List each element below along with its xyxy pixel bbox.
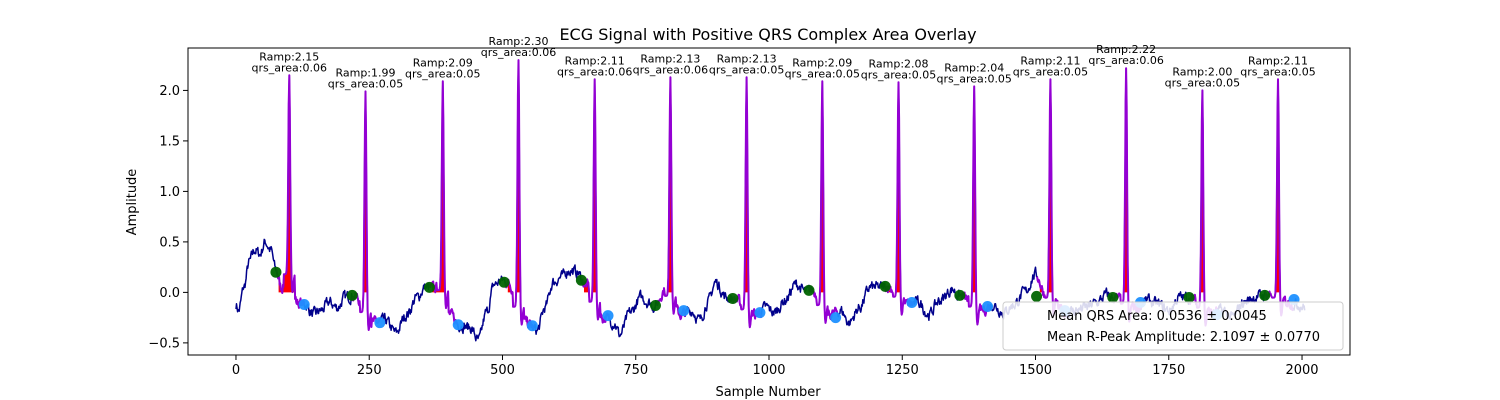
qrs-offset-marker: [602, 310, 614, 322]
x-tick-label: 0: [232, 363, 240, 378]
chart-title: ECG Signal with Positive QRS Complex Are…: [559, 25, 976, 44]
qrs-offset-marker: [298, 299, 310, 311]
x-tick-label: 2000: [1285, 363, 1318, 378]
qrs-onset-marker: [1031, 290, 1043, 302]
qrs-area-label: qrs_area:0.06: [633, 63, 708, 76]
qrs-onset-marker: [1107, 291, 1119, 303]
legend-entry-qrs-area: Mean QRS Area: 0.0536 ± 0.0045: [1047, 309, 1267, 324]
x-tick-label: 1500: [1019, 363, 1052, 378]
qrs-area-label: qrs_area:0.05: [1240, 65, 1315, 78]
r-peak-amplitude-label: Ramp:2.22: [1096, 43, 1156, 56]
x-tick-label: 1000: [752, 363, 785, 378]
qrs-offset-marker: [374, 317, 386, 329]
qrs-offset-marker: [906, 296, 918, 308]
qrs-onset-marker: [649, 300, 661, 312]
qrs-onset-marker: [270, 266, 282, 278]
qrs-segment-line: [960, 85, 991, 326]
legend-box: [1002, 301, 1344, 351]
qrs-offset-marker: [678, 305, 690, 317]
qrs-segment-line: [1263, 78, 1294, 317]
r-peak-amplitude-label: Ramp:2.13: [640, 52, 700, 65]
r-peak-amplitude-label: Ramp:2.11: [1020, 54, 1080, 67]
qrs-area-label: qrs_area:0.05: [328, 77, 403, 90]
qrs-offset-marker: [830, 312, 842, 324]
qrs-offset-marker: [982, 301, 994, 313]
qrs-area-fills: [278, 60, 1285, 293]
qrs-area-label: qrs_area:0.05: [1165, 76, 1240, 89]
x-tick-label: 250: [357, 363, 382, 378]
r-peak-amplitude-label: Ramp:2.30: [488, 35, 548, 48]
y-tick-label: 2.0: [159, 84, 180, 99]
y-tick-label: 1.5: [159, 134, 180, 149]
r-peak-amplitude-label: Ramp:2.08: [869, 57, 929, 70]
qrs-onset-marker: [498, 276, 510, 288]
r-peak-amplitude-label: Ramp:2.11: [565, 54, 625, 67]
qrs-area-label: qrs_area:0.06: [481, 46, 556, 59]
r-peak-amplitude-label: Ramp:2.13: [717, 52, 777, 65]
x-axis-ticks: 0 250 500 750 1000 1250 1500 1750 2000: [232, 355, 1319, 378]
legend-entry-r-peak: Mean R-Peak Amplitude: 2.1097 ± 0.0770: [1047, 330, 1320, 345]
r-peak-amplitude-label: Ramp:2.09: [792, 56, 852, 69]
qrs-area-label: qrs_area:0.05: [405, 67, 480, 80]
qrs-onset-marker: [1183, 291, 1195, 303]
qrs-onset-marker: [423, 281, 435, 293]
qrs-area-label: qrs_area:0.06: [252, 61, 327, 74]
r-peak-amplitude-label: Ramp:2.15: [259, 50, 319, 63]
y-axis-ticks: −0.5 0.0 0.5 1.0 1.5 2.0: [148, 84, 188, 351]
qrs-area-label: qrs_area:0.05: [785, 67, 860, 80]
qrs-offset-marker: [452, 319, 464, 331]
qrs-area-label: qrs_area:0.05: [861, 68, 936, 81]
qrs-area-label: qrs_area:0.05: [1013, 65, 1088, 78]
r-peak-amplitude-label: Ramp:2.11: [1248, 54, 1308, 67]
r-peak-amplitude-label: Ramp:1.99: [335, 66, 395, 79]
x-tick-label: 1250: [886, 363, 919, 378]
y-axis-label: Amplitude: [125, 169, 140, 236]
x-tick-label: 500: [490, 363, 515, 378]
r-peak-amplitude-label: Ramp:2.00: [1172, 65, 1232, 78]
qrs-segment-line: [656, 76, 686, 321]
y-tick-label: −0.5: [148, 336, 180, 351]
qrs-onset-marker: [803, 284, 815, 296]
qrs-onset-marker: [954, 289, 966, 301]
qrs-area-label: qrs_area:0.06: [557, 65, 632, 78]
qrs-area-label: qrs_area:0.06: [1088, 54, 1163, 67]
qrs-offset-marker: [526, 320, 538, 332]
legend: Mean QRS Area: 0.0536 ± 0.0045 Mean R-Pe…: [1002, 301, 1344, 351]
r-peak-amplitude-label: Ramp:2.04: [944, 61, 1004, 74]
y-tick-label: 1.0: [159, 185, 180, 200]
qrs-area-label: qrs_area:0.05: [709, 63, 784, 76]
qrs-onset-marker: [346, 289, 358, 301]
qrs-onset-marker: [727, 292, 739, 304]
y-tick-label: 0.5: [159, 235, 180, 250]
qrs-onset-marker: [879, 280, 891, 292]
y-tick-label: 0.0: [159, 286, 180, 301]
r-peak-amplitude-label: Ramp:2.09: [413, 56, 473, 69]
x-tick-label: 750: [623, 363, 648, 378]
qrs-onset-marker: [575, 274, 587, 286]
qrs-onset-marker: [1259, 289, 1271, 301]
qrs-area-label: qrs_area:0.05: [936, 72, 1011, 85]
x-tick-label: 1750: [1152, 363, 1185, 378]
qrs-offset-marker: [754, 307, 766, 319]
x-axis-label: Sample Number: [715, 385, 821, 400]
